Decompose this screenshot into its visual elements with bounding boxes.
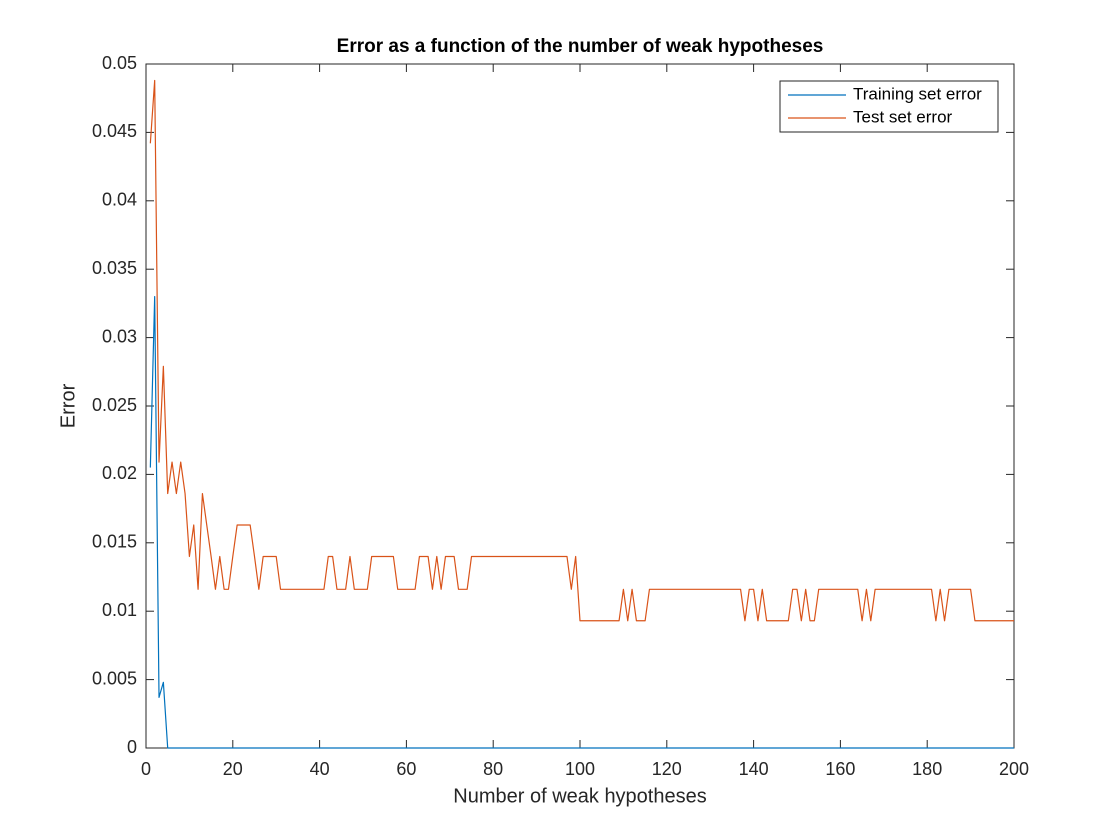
x-tick-label: 180 [912,759,942,779]
x-tick-label: 120 [652,759,682,779]
y-tick-label: 0.045 [92,121,137,141]
y-tick-label: 0 [127,737,137,757]
legend-box [779,80,999,133]
chart-title: Error as a function of the number of wea… [337,36,824,57]
y-tick-label: 0.01 [102,600,137,620]
y-tick-label: 0.015 [92,532,137,552]
y-tick-label: 0.02 [102,463,137,483]
x-tick-label: 60 [396,759,416,779]
y-tick-label: 0.025 [92,395,137,415]
legend-label: Training set error [853,84,982,103]
x-tick-label: 200 [999,759,1029,779]
x-tick-label: 0 [141,759,151,779]
y-tick-label: 0.005 [92,668,137,688]
series-line [149,79,1014,622]
x-tick-label: 40 [310,759,330,779]
legend: Training set error Test set error [779,80,999,133]
y-tick-label: 0.03 [102,326,137,346]
y-tick-label: 0.04 [102,190,137,210]
x-tick-label: 80 [483,759,503,779]
x-tick-label: 100 [565,759,595,779]
legend-label: Test set error [853,107,953,126]
plot-area [145,63,1015,749]
series-line [149,295,1014,749]
y-axis-label: Error [57,383,79,428]
y-tick-label: 0.035 [92,258,137,278]
x-axis-label: Number of weak hypotheses [453,785,706,807]
x-tick-label: 160 [825,759,855,779]
x-tick-label: 140 [739,759,769,779]
y-tick-label: 0.05 [102,53,137,73]
x-tick-label: 20 [223,759,243,779]
